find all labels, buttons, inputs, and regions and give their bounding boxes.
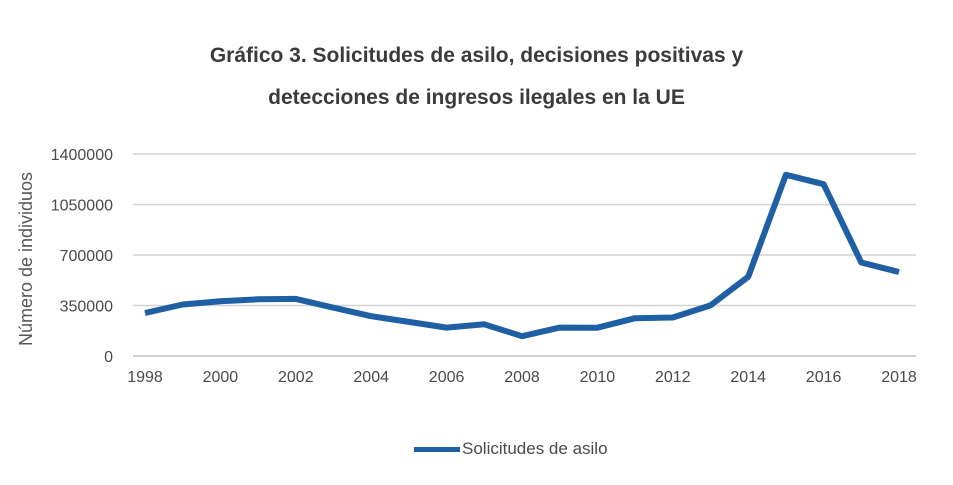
x-tick-labels: 1998 2000 2002 2004 2006 2008 2010 2012 2014 2016… <box>127 369 917 386</box>
y-tick-label: 0 <box>104 349 113 366</box>
x-tick-label: 2012 <box>655 369 691 386</box>
y-tick-label: 350000 <box>60 299 113 316</box>
x-tick-label: 2014 <box>730 369 766 386</box>
y-tick-labels: 0 350000 700000 1050000 1400000 <box>51 147 113 366</box>
y-tick-label: 700000 <box>60 248 113 265</box>
x-tick-label: 2008 <box>504 369 540 386</box>
legend-swatch <box>414 446 460 452</box>
legend: Solicitudes de asilo <box>414 438 608 460</box>
y-axis-label: Número de individuos <box>16 172 36 346</box>
series-line-solicitudes-de-asilo <box>144 171 900 340</box>
x-tick-label: 1998 <box>127 369 163 386</box>
x-tick-label: 2016 <box>806 369 842 386</box>
grid-lines <box>133 153 916 357</box>
chart-title-line-2: detecciones de ingresos ilegales en la U… <box>268 86 685 109</box>
y-tick-label: 1400000 <box>51 147 113 164</box>
chart-title-line-1: Gráfico 3. Solicitudes de asilo, decisio… <box>209 44 744 67</box>
x-tick-label: 2006 <box>429 369 465 386</box>
y-tick-label: 1050000 <box>51 198 113 215</box>
legend-label: Solicitudes de asilo <box>462 439 608 458</box>
x-tick-label: 2002 <box>278 369 314 386</box>
x-tick-label: 2010 <box>580 369 616 386</box>
x-tick-label: 2000 <box>203 369 239 386</box>
series-lines <box>144 171 900 340</box>
x-tick-label: 2018 <box>881 369 917 386</box>
x-tick-label: 2004 <box>353 369 389 386</box>
